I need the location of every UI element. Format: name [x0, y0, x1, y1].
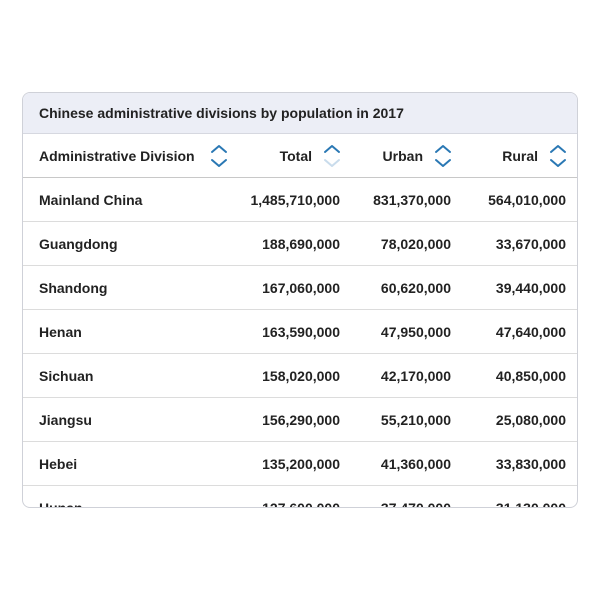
sort-down-icon — [435, 158, 451, 167]
header-label: Rural — [502, 147, 538, 164]
header-label: Administrative Division — [39, 147, 195, 164]
population-cell: 40,850,000 — [462, 353, 577, 398]
table-row: Mainland China 1,485,710,000 831,370,000 56… — [23, 177, 577, 222]
table-card: Chinese administrative divisions by popu… — [22, 92, 578, 508]
population-cell: 158,020,000 — [230, 353, 351, 398]
population-cell: 135,200,000 — [230, 441, 351, 486]
population-cell: 42,170,000 — [351, 353, 462, 398]
sort-up-icon — [550, 144, 566, 153]
population-cell: 163,590,000 — [230, 309, 351, 354]
population-cell: 25,080,000 — [462, 397, 577, 442]
sort-up-icon — [435, 144, 451, 153]
sort-button[interactable] — [322, 142, 342, 170]
population-cell: 37,470,000 — [351, 485, 462, 507]
table-row: Guangdong 188,690,000 78,020,000 33,670,000 — [23, 221, 577, 266]
column-header: Rural — [462, 134, 577, 178]
column-header: Urban — [351, 134, 462, 178]
sort-button[interactable] — [548, 142, 568, 170]
sort-down-icon — [324, 158, 340, 167]
table-row: Shandong 167,060,000 60,620,000 39,440,000 — [23, 265, 577, 310]
division-name: Henan — [23, 309, 230, 354]
population-cell: 831,370,000 — [351, 177, 462, 222]
population-cell: 55,210,000 — [351, 397, 462, 442]
population-cell: 188,690,000 — [230, 221, 351, 266]
sort-up-icon — [324, 144, 340, 153]
table-body: Mainland China 1,485,710,000 831,370,000 56… — [23, 177, 577, 507]
header-row: Administrative Division Total Urban Rural — [23, 134, 577, 178]
header-wrap: Rural — [502, 142, 568, 170]
division-name: Mainland China — [23, 177, 230, 222]
division-name: Guangdong — [23, 221, 230, 266]
division-name: Hunan — [23, 485, 230, 507]
population-cell: 47,950,000 — [351, 309, 462, 354]
header-wrap: Administrative Division — [39, 142, 229, 170]
population-cell: 31,130,000 — [462, 485, 577, 507]
table-row: Hebei 135,200,000 41,360,000 33,830,000 — [23, 441, 577, 486]
sort-button[interactable] — [433, 142, 453, 170]
table: Administrative Division Total Urban Rural M… — [23, 134, 577, 507]
population-cell: 1,485,710,000 — [230, 177, 351, 222]
population-cell: 156,290,000 — [230, 397, 351, 442]
header-label: Total — [279, 147, 312, 164]
population-cell: 167,060,000 — [230, 265, 351, 310]
sort-down-icon — [550, 158, 566, 167]
population-cell: 33,830,000 — [462, 441, 577, 486]
population-cell: 564,010,000 — [462, 177, 577, 222]
population-cell: 127,600,000 — [230, 485, 351, 507]
sort-up-icon — [210, 144, 227, 153]
column-header: Administrative Division — [23, 134, 230, 178]
division-name: Shandong — [23, 265, 230, 310]
sort-button[interactable] — [209, 142, 229, 170]
table-caption: Chinese administrative divisions by popu… — [23, 93, 577, 134]
header-label: Urban — [382, 147, 423, 164]
header-wrap: Urban — [383, 142, 453, 170]
header-wrap: Total — [280, 142, 342, 170]
division-name: Hebei — [23, 441, 230, 486]
population-cell: 33,670,000 — [462, 221, 577, 266]
table-row: Sichuan 158,020,000 42,170,000 40,850,000 — [23, 353, 577, 398]
population-cell: 41,360,000 — [351, 441, 462, 486]
population-cell: 47,640,000 — [462, 309, 577, 354]
division-name: Sichuan — [23, 353, 230, 398]
population-cell: 78,020,000 — [351, 221, 462, 266]
table-row: Jiangsu 156,290,000 55,210,000 25,080,000 — [23, 397, 577, 442]
division-name: Jiangsu — [23, 397, 230, 442]
table-row: Hunan 127,600,000 37,470,000 31,130,000 — [23, 485, 577, 507]
population-cell: 60,620,000 — [351, 265, 462, 310]
column-header: Total — [230, 134, 351, 178]
table-row: Henan 163,590,000 47,950,000 47,640,000 — [23, 309, 577, 354]
sort-down-icon — [210, 158, 227, 167]
population-cell: 39,440,000 — [462, 265, 577, 310]
